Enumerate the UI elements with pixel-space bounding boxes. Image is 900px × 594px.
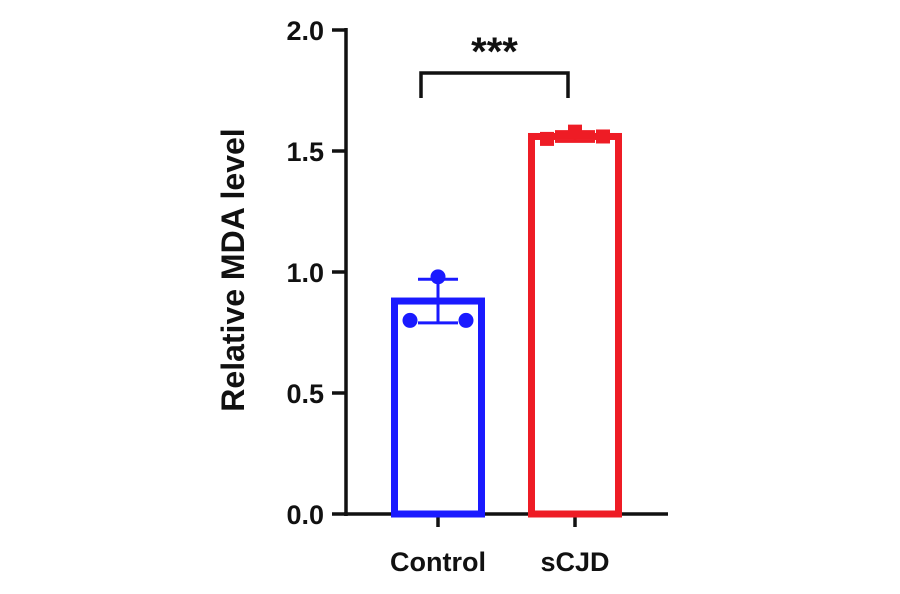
y-tick-label: 1.0	[286, 258, 324, 288]
data-point	[458, 312, 474, 328]
y-tick-label: 2.0	[286, 16, 324, 46]
significance-label: ***	[471, 30, 518, 74]
x-tick-label: Control	[390, 547, 486, 577]
y-axis: 0.0 0.5 1.0 1.5 2.0	[286, 16, 348, 530]
data-point	[430, 269, 446, 285]
data-point	[540, 131, 554, 146]
x-axis: Control sCJD	[344, 512, 668, 577]
bars	[391, 124, 622, 518]
x-tick-label: sCJD	[540, 547, 609, 577]
bar-scjd	[528, 132, 622, 518]
data-point	[568, 124, 582, 139]
y-tick-label: 1.5	[286, 137, 324, 167]
y-axis-title: Relative MDA level	[215, 128, 251, 411]
significance-annotation: ***	[419, 30, 570, 98]
bar-control	[391, 297, 485, 518]
y-tick-label: 0.0	[286, 500, 324, 530]
data-point	[596, 129, 610, 144]
significance-bracket	[419, 71, 570, 98]
y-tick-label: 0.5	[286, 379, 324, 409]
data-point	[402, 312, 418, 328]
